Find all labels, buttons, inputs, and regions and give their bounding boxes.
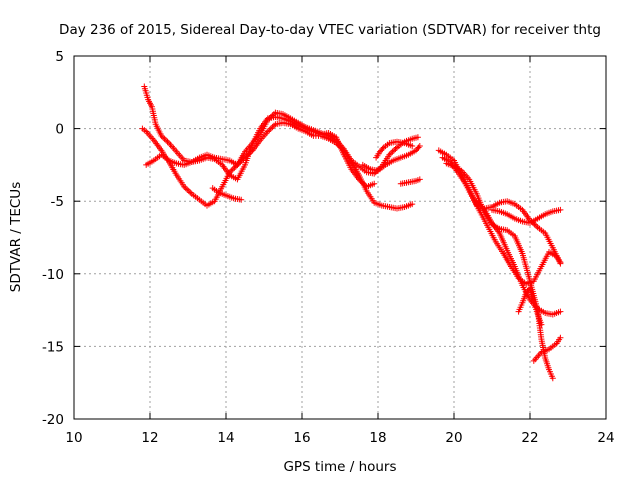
- series-markers: [143, 109, 421, 177]
- x-tick-label: 18: [369, 430, 386, 446]
- series-markers: [515, 285, 545, 328]
- y-tick-label: -5: [51, 194, 64, 210]
- series-track-g: [397, 176, 423, 187]
- series-markers: [397, 176, 423, 187]
- series-markers: [473, 198, 564, 318]
- grid-lines: [74, 56, 606, 419]
- series-markers: [530, 334, 564, 364]
- series-markers: [373, 138, 416, 161]
- x-tick-label: 10: [65, 430, 82, 446]
- chart-title: Day 236 of 2015, Sidereal Day-to-day VTE…: [59, 22, 601, 38]
- series-band: [142, 122, 413, 210]
- y-tick-label: -20: [42, 412, 64, 428]
- x-tick-label: 22: [521, 430, 538, 446]
- series-track-c: [143, 109, 421, 177]
- series-markers: [359, 143, 423, 174]
- y-tick-label: -10: [42, 267, 64, 283]
- series-track-n: [530, 334, 564, 364]
- series-track-m: [515, 285, 545, 328]
- y-axis-label: SDTVAR / TECUs: [8, 182, 24, 292]
- x-axis-label: GPS time / hours: [283, 459, 396, 475]
- series-track-l: [489, 206, 564, 226]
- series-track-k: [473, 198, 564, 318]
- data-series: [139, 83, 564, 382]
- series-track-d: [209, 185, 245, 203]
- x-tick-label: 16: [293, 430, 310, 446]
- y-tick-label: -15: [42, 339, 64, 355]
- series-track-e: [359, 143, 423, 174]
- x-tick-label: 12: [141, 430, 158, 446]
- series-markers: [209, 185, 245, 203]
- series-markers: [489, 206, 564, 226]
- x-tick-label: 20: [445, 430, 462, 446]
- plot-frame: [73, 55, 607, 420]
- x-tick-label: 24: [597, 430, 614, 446]
- series-track-i: [439, 154, 564, 287]
- y-tick-label: 0: [55, 122, 64, 138]
- series-markers: [439, 154, 564, 287]
- series-band: [362, 145, 421, 172]
- x-tick-label: 14: [217, 430, 234, 446]
- y-tick-label: 5: [55, 49, 64, 65]
- series-track-f: [373, 138, 416, 161]
- axis-ticks: 10 12 14 16 18 20 22 24 -20 -15 -10 -5 0 5: [42, 49, 615, 446]
